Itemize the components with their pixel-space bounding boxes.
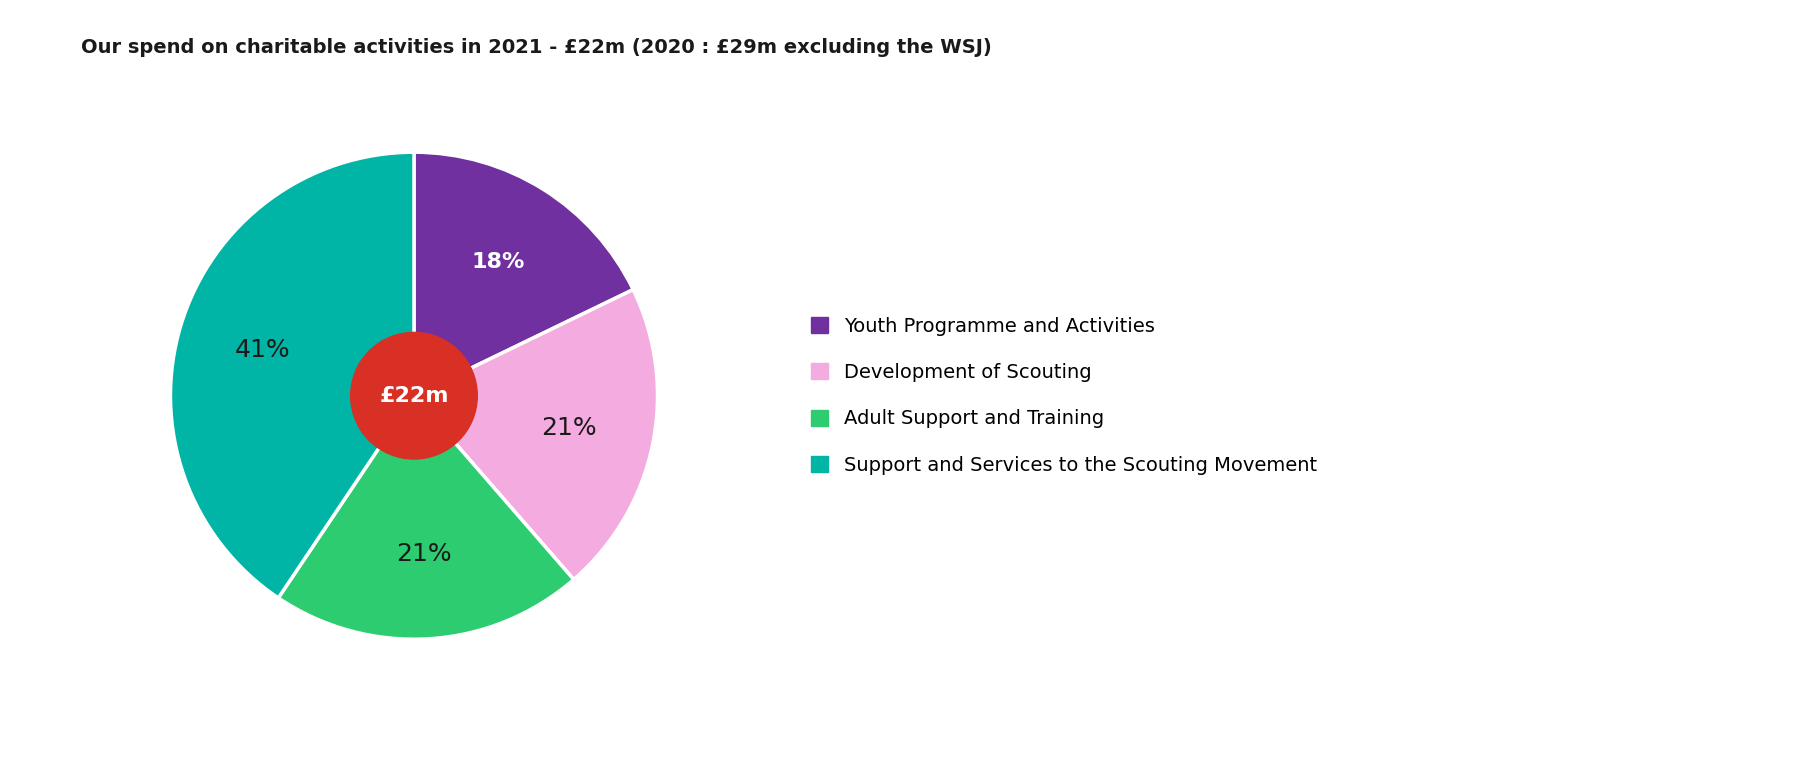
Wedge shape: [279, 396, 574, 639]
Wedge shape: [414, 290, 657, 580]
Wedge shape: [171, 152, 414, 598]
Text: £22m: £22m: [380, 386, 448, 406]
Text: 21%: 21%: [396, 542, 452, 565]
Text: 41%: 41%: [234, 338, 290, 361]
Text: 21%: 21%: [542, 416, 598, 440]
Legend: Youth Programme and Activities, Development of Scouting, Adult Support and Train: Youth Programme and Activities, Developm…: [801, 307, 1327, 484]
Text: 18%: 18%: [472, 252, 526, 272]
Circle shape: [351, 333, 477, 459]
Wedge shape: [414, 152, 634, 396]
Text: Our spend on charitable activities in 2021 - £22m (2020 : £29m excluding the WSJ: Our spend on charitable activities in 20…: [81, 38, 992, 57]
